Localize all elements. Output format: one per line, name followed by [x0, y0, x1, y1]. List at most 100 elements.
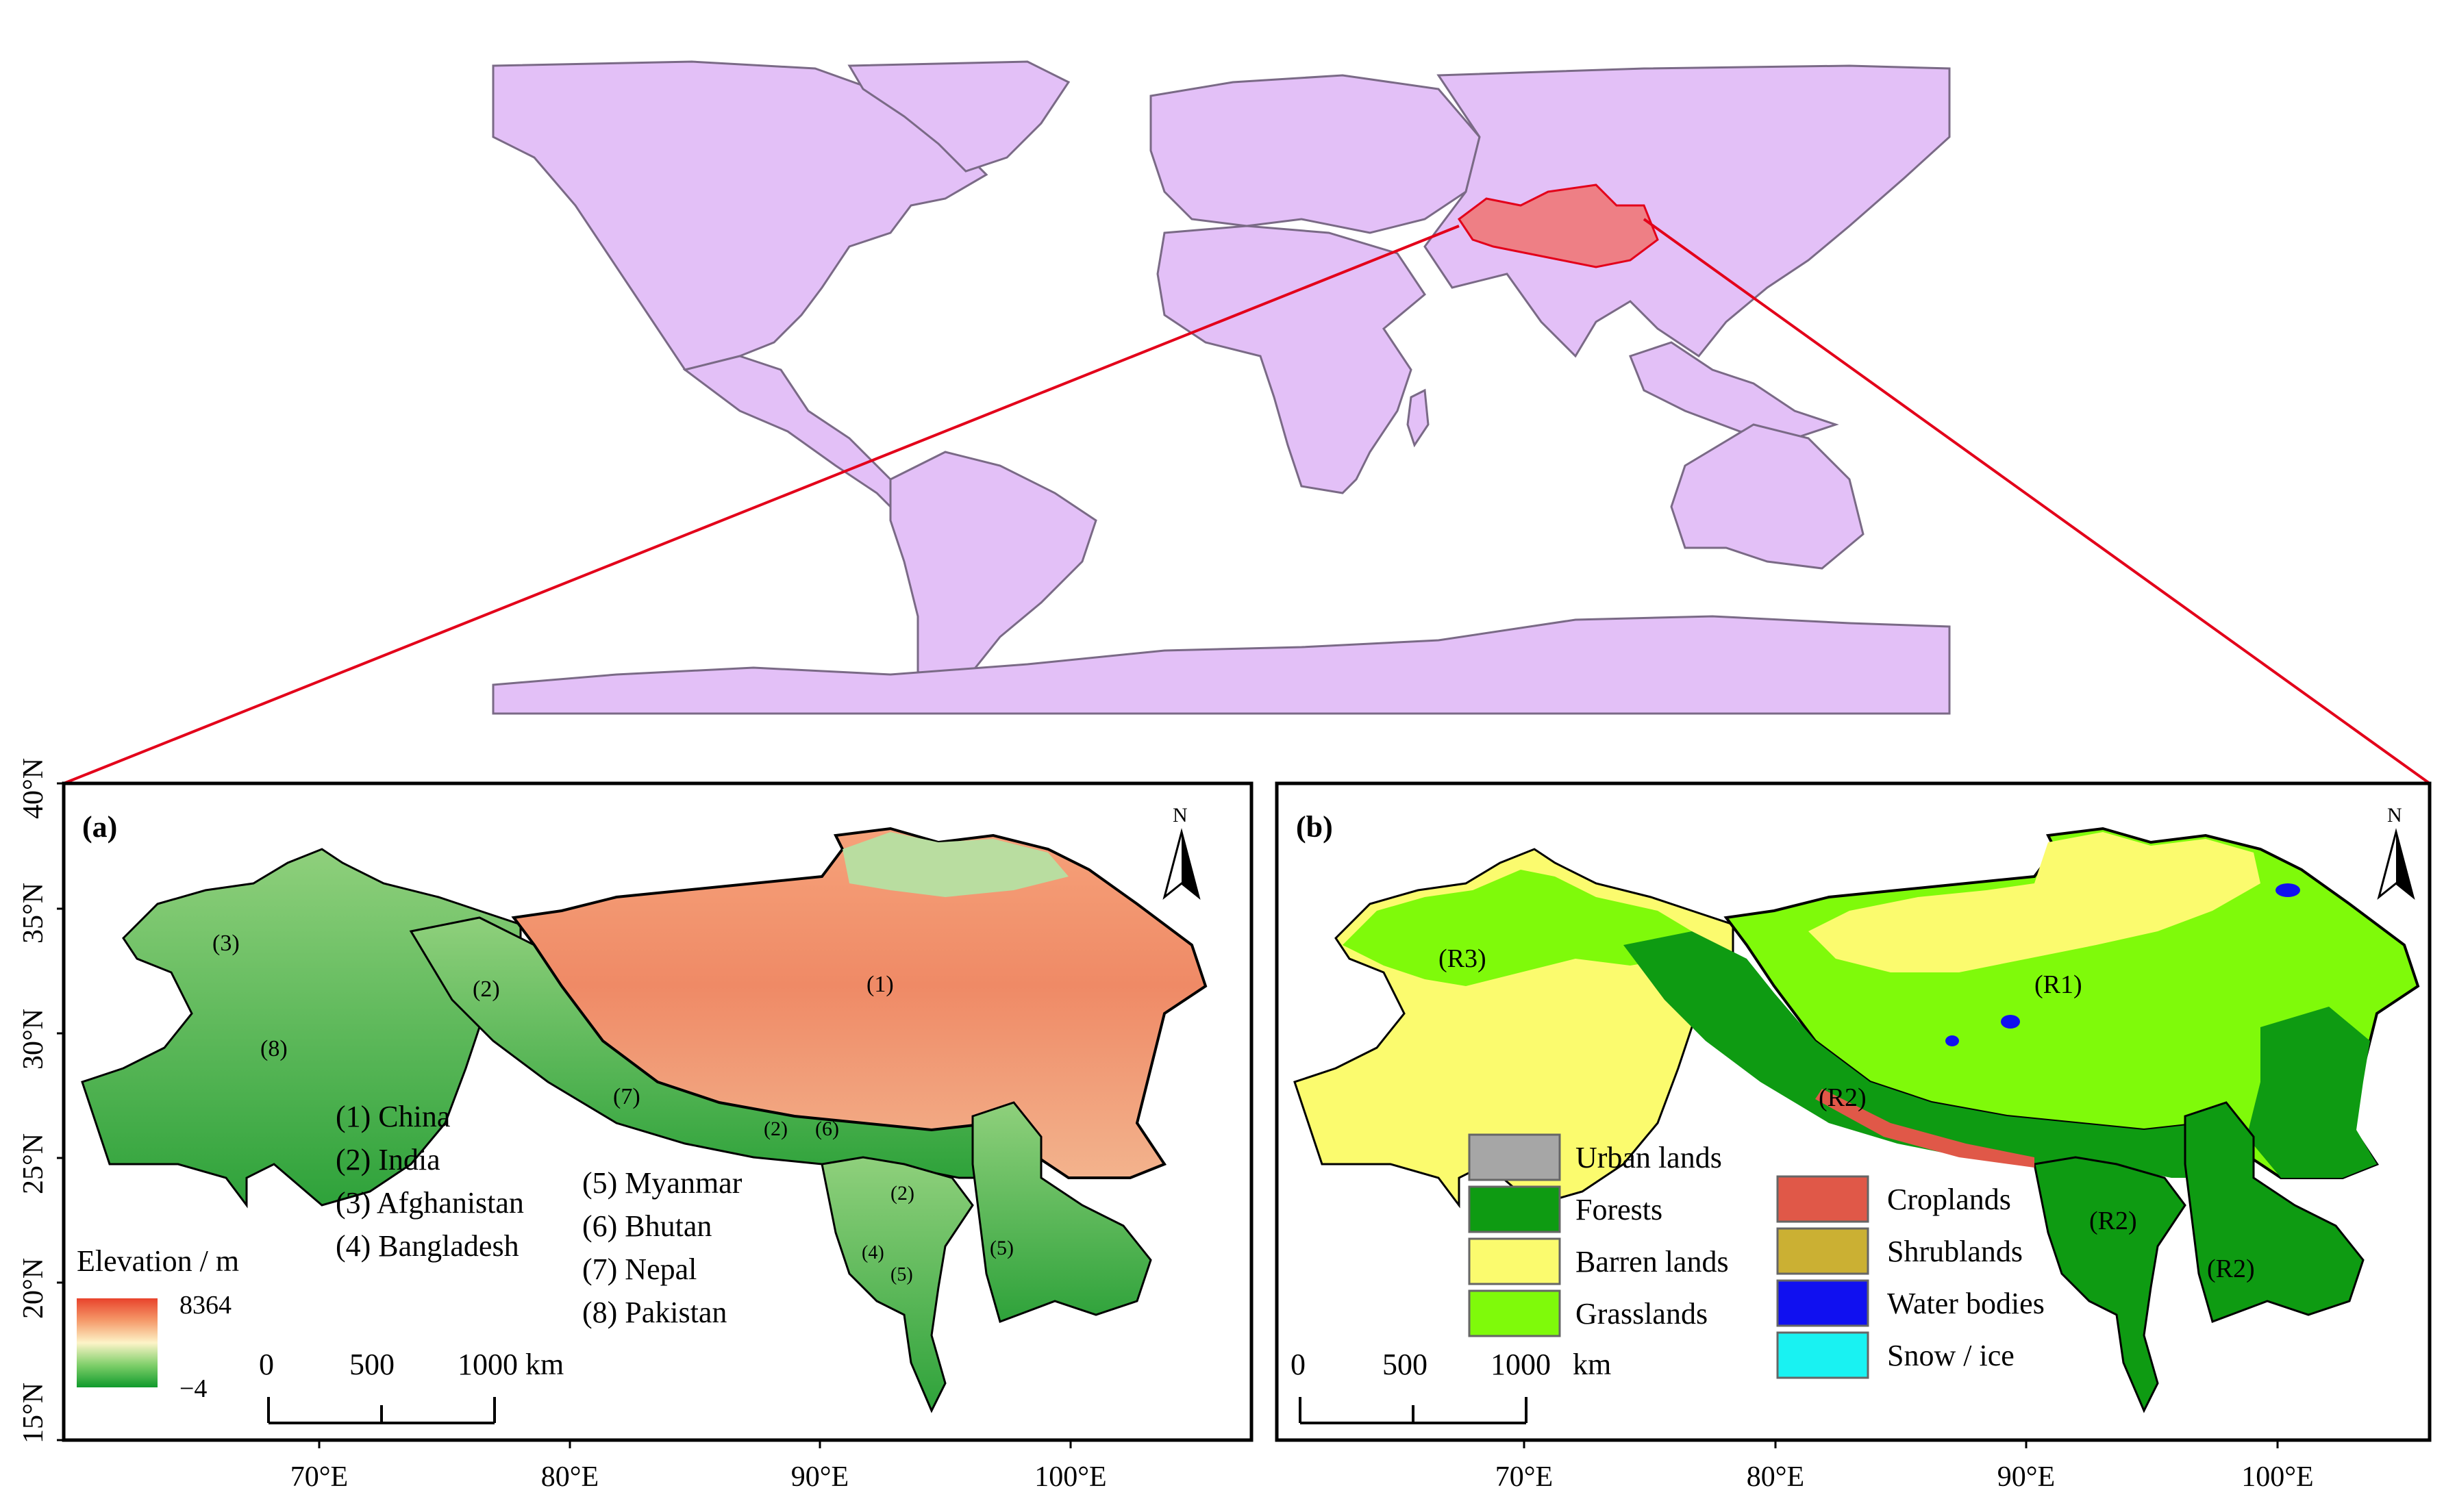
lon-tick-label: 90°E [791, 1461, 849, 1493]
landcover-forest-east [2247, 1007, 2377, 1178]
map-label-afghanistan: (3) [212, 931, 240, 956]
country-list-item: (8) Pakistan [582, 1296, 727, 1329]
scale-bar-b: 0 500 1000 km [1290, 1348, 1611, 1424]
legend-label: Snow / ice [1887, 1339, 2015, 1372]
panel-a-label: (a) [82, 810, 117, 844]
lon-tick-label: 70°E [290, 1461, 348, 1493]
legend-label: Shrublands [1887, 1235, 2023, 1268]
map-label-india-northeast: (2) [890, 1182, 914, 1205]
map-label-nepal: (7) [613, 1084, 640, 1109]
legend-label: Forests [1575, 1193, 1662, 1226]
legend-label: Grasslands [1575, 1297, 1708, 1331]
landmass-southeast-asia [1629, 341, 1839, 440]
world-map [492, 58, 1951, 715]
latitude-axis: 40°N 35°N 30°N 25°N 20°N 15°N [18, 758, 64, 1444]
lon-tick-label: 80°E [1747, 1461, 1804, 1493]
country-list-item: (5) Myanmar [582, 1166, 743, 1200]
continent-europe [1149, 74, 1481, 234]
landmass-madagascar [1406, 388, 1430, 448]
legend-swatch-barren [1468, 1237, 1561, 1285]
lat-tick-label: 15°N [18, 1383, 49, 1444]
region-label-r2: (R2) [2207, 1255, 2255, 1283]
country-list-item: (3) Afghanistan [336, 1186, 524, 1220]
lat-tick-label: 20°N [18, 1258, 49, 1319]
map-label-myanmar: (5) [990, 1237, 1014, 1259]
landcover-plateau-barren [1808, 832, 2260, 972]
continent-south-america [889, 451, 1097, 701]
landmass-greenland [847, 60, 1071, 173]
map-label-bhutan: (6) [815, 1118, 839, 1140]
legend-label: Urban lands [1575, 1141, 1722, 1174]
region-label-r2: (R2) [1819, 1083, 1867, 1112]
panel-b: (b) N (R3) (R1) (R2) (R2) (R2) Urban lan… [1275, 781, 2432, 1493]
connector-line-right [1643, 218, 2431, 785]
elevation-max-label: 8364 [179, 1291, 232, 1320]
continent-asia [1423, 64, 1951, 358]
scale-label: 0 [259, 1348, 274, 1381]
country-list-item: (6) Bhutan [582, 1209, 712, 1243]
lat-tick-label: 35°N [18, 883, 49, 944]
landcover-myanmar-east [2184, 1101, 2365, 1323]
dem-qaidam-basin [843, 832, 1069, 897]
legend-label: Water bodies [1887, 1287, 2045, 1320]
longitude-axis-a: 70°E 80°E 90°E 100°E [290, 1440, 1107, 1493]
landcover-forest-slope [1623, 931, 2240, 1178]
lon-tick-label: 80°E [541, 1461, 599, 1493]
landcover-legend: Urban lands Forests Barren lands Grassla… [1468, 1133, 2045, 1379]
north-arrow-b: N [2377, 804, 2415, 900]
map-label-india-north: (2) [473, 977, 500, 1002]
country-list-item: (2) India [336, 1143, 440, 1176]
connector-line-left [63, 225, 1460, 785]
panel-b-label: (b) [1296, 810, 1333, 844]
lon-tick-label: 100°E [2241, 1461, 2313, 1493]
landcover-water-body [2001, 1015, 2020, 1029]
elevation-legend-title: Elevation / m [77, 1244, 239, 1278]
legend-swatch-forest [1468, 1185, 1561, 1233]
lon-tick-label: 100°E [1034, 1461, 1106, 1493]
scale-label: 0 [1290, 1348, 1306, 1381]
map-label-china: (1) [866, 972, 894, 997]
legend-swatch-cropland [1776, 1175, 1869, 1223]
legend-label: Croplands [1887, 1183, 2011, 1216]
landcover-west-grass [1343, 870, 1692, 986]
north-label-a: N [1173, 804, 1188, 827]
landcover-water-body [2275, 883, 2300, 897]
continent-australia [1670, 423, 1865, 570]
landcover-water-body [1945, 1035, 1959, 1046]
country-list: (1) China (2) India (3) Afghanistan (4) … [336, 1100, 743, 1329]
country-list-item: (1) China [336, 1100, 450, 1133]
scale-label: km [1573, 1348, 1611, 1381]
map-label-india-east: (2) [764, 1118, 788, 1140]
legend-swatch-snow [1776, 1331, 1869, 1379]
lat-tick-label: 25°N [18, 1133, 49, 1194]
country-list-item: (7) Nepal [582, 1252, 697, 1286]
scale-label: 500 [1382, 1348, 1427, 1381]
map-label-pakistan: (8) [260, 1036, 288, 1061]
scale-label: 1000 [1491, 1348, 1551, 1381]
scale-label: 500 [349, 1348, 395, 1381]
study-area-highlight [1457, 184, 1659, 268]
elevation-legend: Elevation / m 8364 −4 [77, 1244, 239, 1403]
lat-tick-label: 40°N [18, 758, 49, 819]
dem-tibetan-plateau [511, 827, 1208, 1179]
region-label-r2: (R2) [2089, 1207, 2137, 1235]
continent-antarctica [492, 615, 1951, 715]
country-list-item: (4) Bangladesh [336, 1229, 519, 1263]
dem-myanmar [821, 1156, 974, 1413]
landcover-croplands [1815, 1089, 2034, 1168]
lon-tick-label: 70°E [1495, 1461, 1553, 1493]
legend-swatch-urban [1468, 1133, 1561, 1181]
elevation-min-label: −4 [179, 1374, 207, 1403]
map-label-bangladesh: (4) [862, 1242, 884, 1263]
landcover-myanmar [2033, 1156, 2186, 1413]
legend-swatch-grassland [1468, 1289, 1561, 1337]
legend-label: Barren lands [1575, 1245, 1729, 1278]
north-label-b: N [2387, 804, 2402, 827]
scale-label: 1000 km [458, 1348, 564, 1381]
panel-a: (a) N (1) (2) (3) (8) (7) (2) (6) (2) (4… [18, 758, 1254, 1493]
continent-africa [1156, 225, 1426, 494]
lat-tick-label: 30°N [18, 1009, 49, 1070]
elevation-color-ramp [77, 1298, 158, 1387]
map-label-myanmar-west: (5) [890, 1264, 913, 1285]
